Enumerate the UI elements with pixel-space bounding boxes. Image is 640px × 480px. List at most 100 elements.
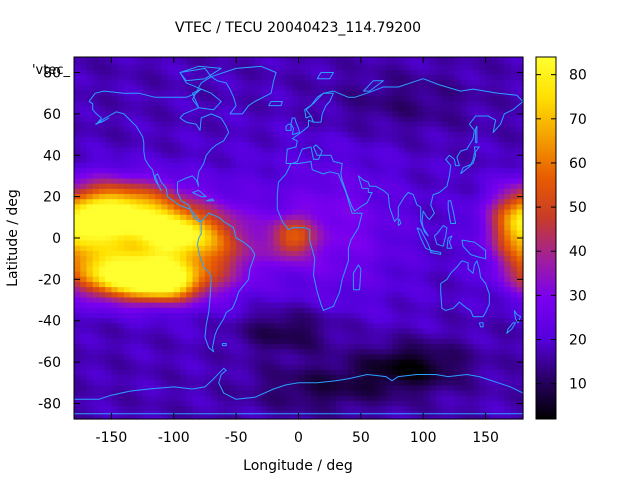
heatmap-cell bbox=[198, 126, 206, 133]
heatmap-cell bbox=[404, 178, 412, 185]
heatmap-cell bbox=[342, 199, 349, 205]
heatmap-cell bbox=[286, 359, 293, 366]
heatmap-cell bbox=[473, 292, 480, 299]
heatmap-cell bbox=[198, 406, 206, 412]
heatmap-cell bbox=[192, 245, 200, 252]
heatmap-cell bbox=[423, 137, 431, 143]
heatmap-cell bbox=[498, 163, 505, 169]
heatmap-cell bbox=[360, 199, 368, 205]
heatmap-cell bbox=[261, 173, 268, 180]
heatmap-cell bbox=[466, 395, 474, 402]
heatmap-cell bbox=[498, 385, 505, 392]
heatmap-cell bbox=[373, 163, 381, 169]
heatmap-cell bbox=[98, 400, 106, 407]
heatmap-cell bbox=[273, 344, 281, 350]
heatmap-cell bbox=[173, 178, 181, 185]
heatmap-cell bbox=[504, 261, 512, 268]
heatmap-cell bbox=[180, 349, 187, 355]
heatmap-cell bbox=[510, 209, 518, 216]
heatmap-cell bbox=[74, 390, 81, 397]
heatmap-cell bbox=[304, 318, 312, 324]
heatmap-cell bbox=[429, 219, 437, 226]
heatmap-cell bbox=[80, 163, 88, 169]
heatmap-cell bbox=[491, 292, 499, 299]
heatmap-cell bbox=[392, 64, 399, 71]
heatmap-cell bbox=[398, 59, 406, 66]
heatmap-cell bbox=[217, 121, 225, 128]
heatmap-cell bbox=[136, 406, 144, 412]
heatmap-cell bbox=[454, 57, 462, 61]
heatmap-cell bbox=[180, 364, 187, 371]
heatmap-cell bbox=[404, 359, 412, 366]
heatmap-cell bbox=[273, 106, 281, 112]
heatmap-cell bbox=[317, 271, 325, 278]
heatmap-cell bbox=[248, 359, 256, 366]
heatmap-cell bbox=[429, 406, 437, 412]
heatmap-cell bbox=[460, 163, 468, 169]
heatmap-cell bbox=[180, 137, 187, 143]
heatmap-cell bbox=[80, 214, 88, 221]
heatmap-cell bbox=[354, 90, 362, 97]
heatmap-cell bbox=[229, 245, 237, 252]
heatmap-cell bbox=[454, 147, 462, 154]
heatmap-cell bbox=[254, 318, 262, 324]
heatmap-cell bbox=[423, 90, 431, 97]
heatmap-cell bbox=[211, 121, 219, 128]
heatmap-cell bbox=[329, 276, 337, 283]
heatmap-cell bbox=[105, 230, 113, 237]
heatmap-cell bbox=[74, 90, 81, 97]
heatmap-cell bbox=[466, 147, 474, 154]
heatmap-cell bbox=[279, 59, 287, 66]
heatmap-cell bbox=[423, 106, 431, 112]
heatmap-cell bbox=[123, 312, 131, 319]
heatmap-cell bbox=[236, 266, 243, 273]
heatmap-cell bbox=[223, 75, 231, 81]
heatmap-cell bbox=[479, 354, 487, 361]
heatmap-cell bbox=[267, 209, 275, 216]
heatmap-cell bbox=[236, 157, 243, 164]
heatmap-cell bbox=[267, 235, 275, 242]
heatmap-cell bbox=[155, 64, 162, 71]
heatmap-cell bbox=[491, 338, 499, 345]
heatmap-cell bbox=[416, 250, 424, 257]
heatmap-cell bbox=[410, 225, 418, 231]
heatmap-cell bbox=[491, 85, 499, 92]
heatmap-cell bbox=[404, 90, 412, 97]
heatmap-cell bbox=[111, 214, 119, 221]
heatmap-cell bbox=[392, 173, 399, 180]
heatmap-cell bbox=[429, 297, 437, 304]
heatmap-cell bbox=[354, 369, 362, 376]
heatmap-cell bbox=[292, 194, 300, 200]
heatmap-cell bbox=[410, 261, 418, 268]
heatmap-cell bbox=[460, 131, 468, 138]
heatmap-cell bbox=[360, 400, 368, 407]
heatmap-cell bbox=[385, 354, 393, 361]
heatmap-cell bbox=[454, 90, 462, 97]
heatmap-cell bbox=[130, 168, 137, 174]
heatmap-cell bbox=[148, 178, 156, 185]
heatmap-cell bbox=[460, 137, 468, 143]
heatmap-cell bbox=[136, 204, 144, 211]
heatmap-cell bbox=[429, 230, 437, 237]
heatmap-cell bbox=[192, 163, 200, 169]
heatmap-cell bbox=[279, 261, 287, 268]
heatmap-cell bbox=[367, 245, 374, 252]
heatmap-cell bbox=[161, 219, 169, 226]
heatmap-cell bbox=[98, 183, 106, 190]
heatmap-cell bbox=[167, 157, 175, 164]
heatmap-cell bbox=[298, 250, 306, 257]
heatmap-cell bbox=[392, 219, 399, 226]
heatmap-cell bbox=[155, 163, 162, 169]
heatmap-cell bbox=[117, 245, 125, 252]
heatmap-cell bbox=[516, 349, 524, 355]
heatmap-cell bbox=[248, 152, 256, 159]
heatmap-cell bbox=[117, 209, 125, 216]
heatmap-cell bbox=[504, 230, 512, 237]
heatmap-cell bbox=[217, 240, 225, 247]
heatmap-cell bbox=[373, 209, 381, 216]
heatmap-cell bbox=[254, 240, 262, 247]
heatmap-cell bbox=[148, 328, 156, 335]
heatmap-cell bbox=[130, 111, 137, 118]
heatmap-cell bbox=[167, 323, 175, 330]
heatmap-cell bbox=[142, 328, 150, 335]
